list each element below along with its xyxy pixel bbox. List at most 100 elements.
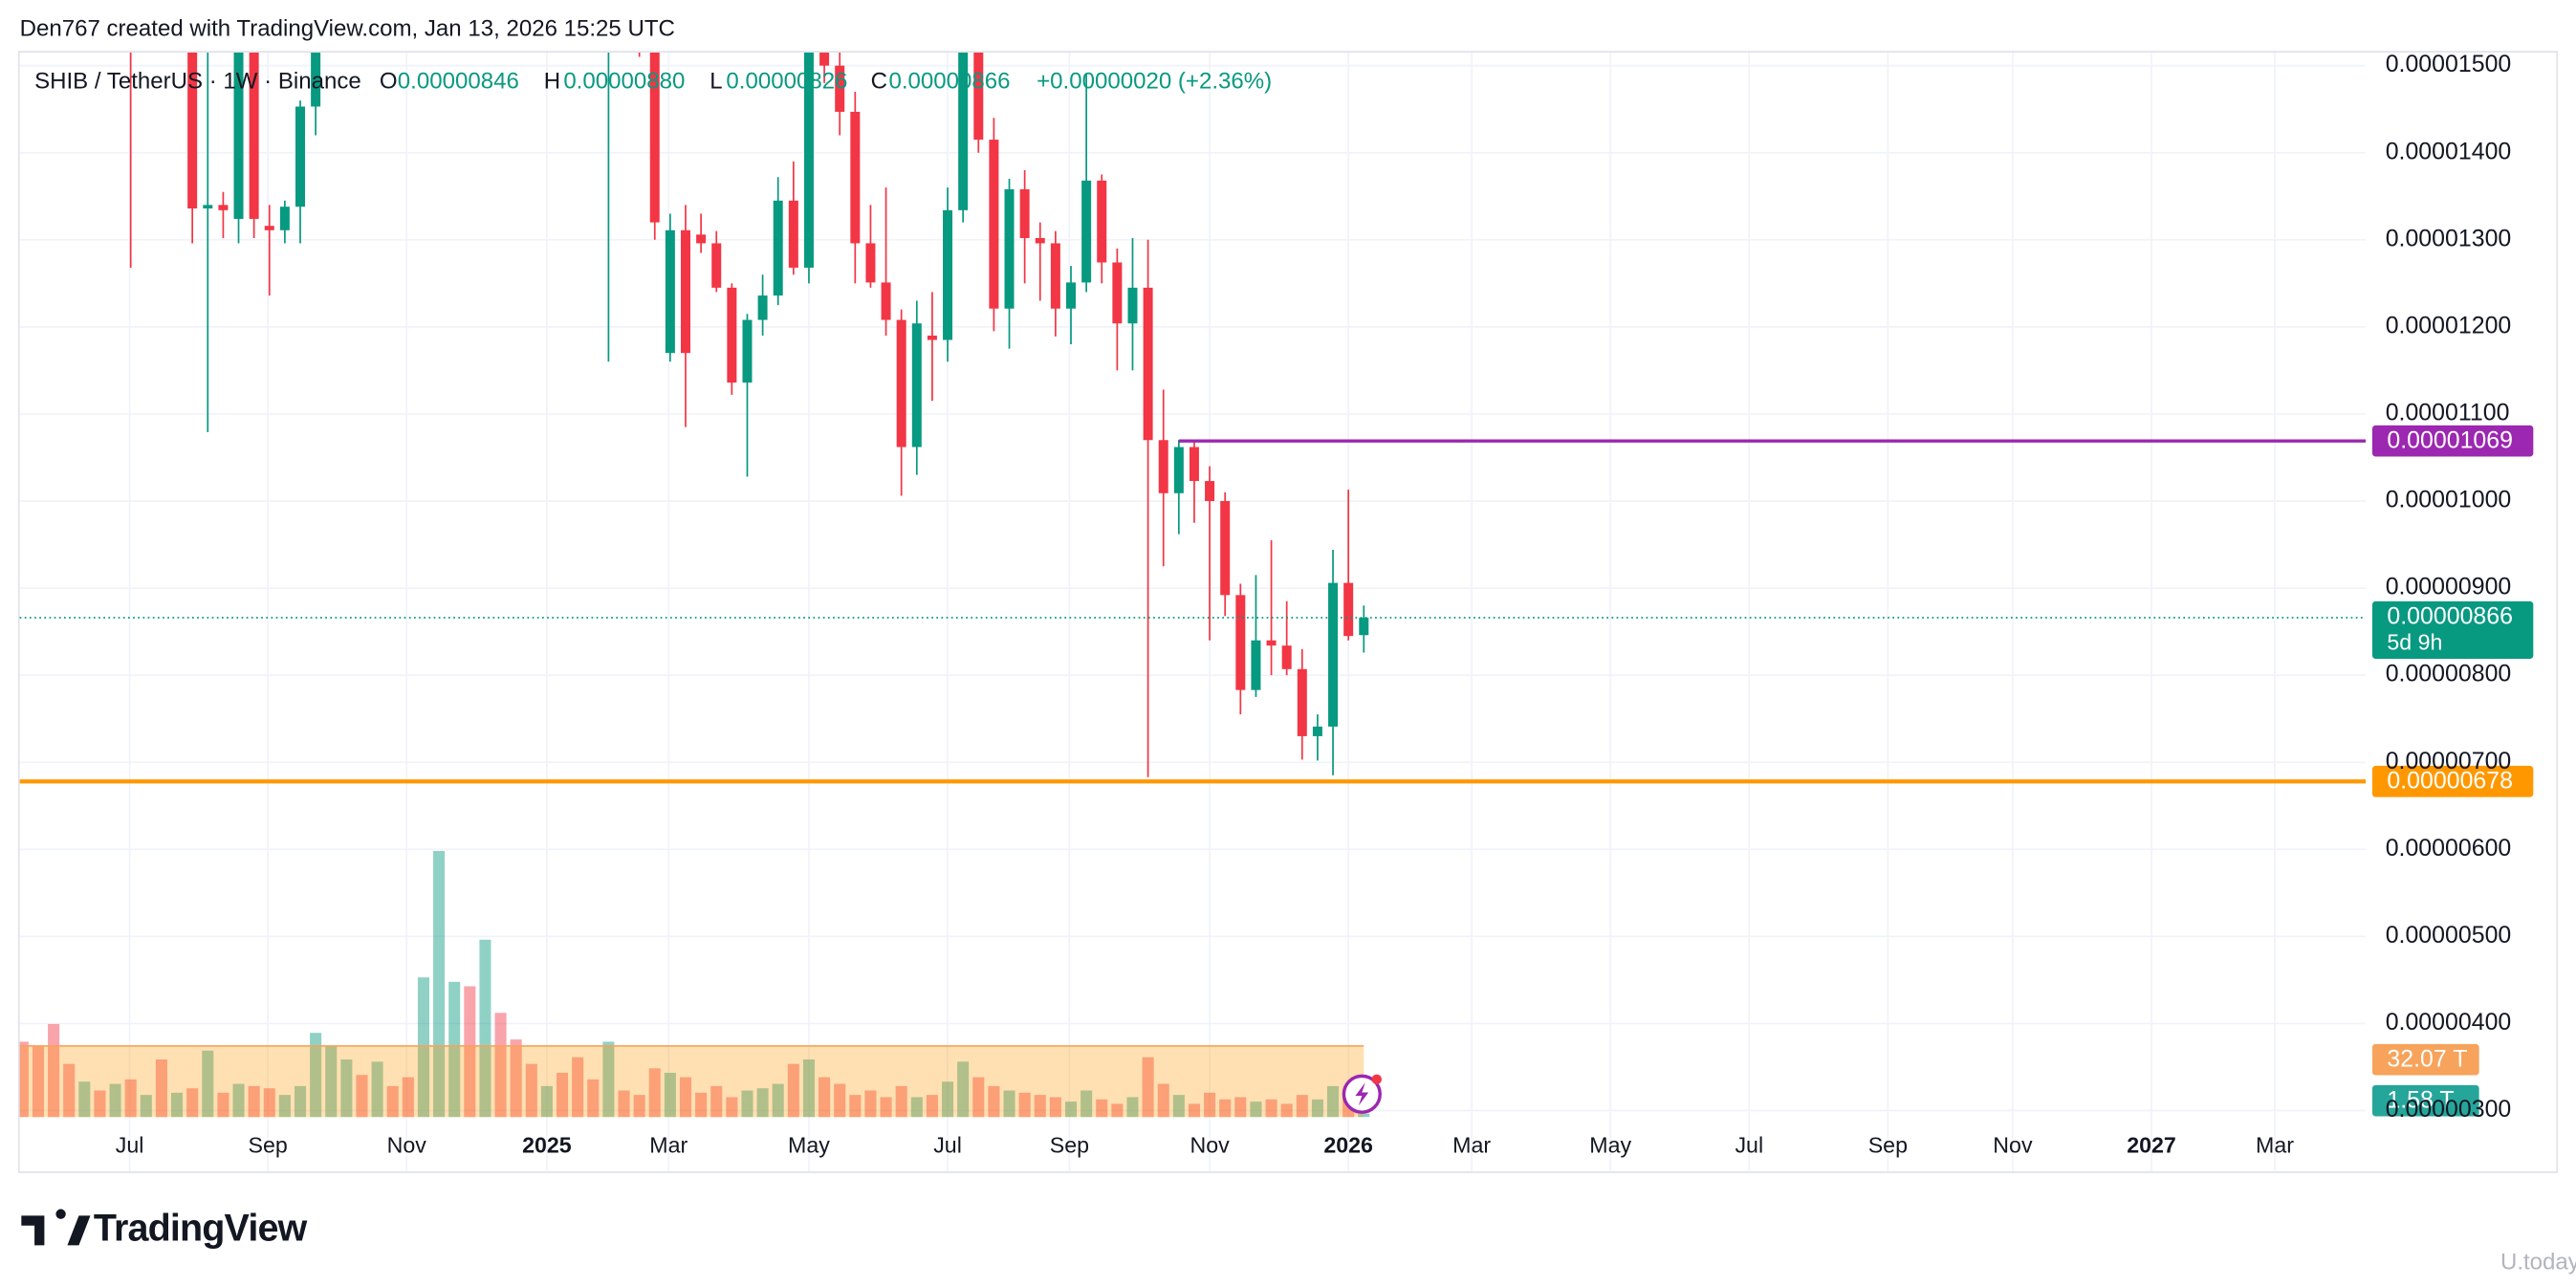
volume-bar (263, 1088, 275, 1118)
volume-bar (1204, 1092, 1216, 1118)
volume-bar (741, 1090, 753, 1118)
price-pane (129, 52, 1369, 777)
volume-bar (557, 1072, 569, 1118)
volume-bar (849, 1095, 862, 1118)
volume-bar (942, 1081, 954, 1118)
volume-bar (186, 1088, 199, 1118)
candle-body (1312, 726, 1322, 736)
price-tag-label: 0.00000866 (2387, 603, 2513, 630)
volume-bar (1358, 1113, 1370, 1118)
legend-key: H (544, 68, 560, 94)
candle-body (1359, 618, 1369, 636)
volume-bar (433, 850, 446, 1118)
volume-bar (1034, 1095, 1046, 1118)
volume-bar (371, 1061, 383, 1118)
price-tag (2371, 600, 2534, 659)
candle-body (1050, 243, 1060, 309)
candle-body (958, 52, 969, 210)
volume-bar (864, 1090, 877, 1118)
price-tag-label: 0.00001069 (2387, 427, 2513, 454)
volume-bar (202, 1050, 214, 1118)
x-tick-label: May (788, 1132, 830, 1157)
alert-icon[interactable] (1342, 1074, 1382, 1114)
volume-bar (1265, 1099, 1277, 1118)
candle-body (696, 234, 707, 244)
legend-value: 0.00000846 (398, 68, 519, 94)
candle-body (865, 243, 876, 283)
volume-bar (1280, 1103, 1293, 1118)
candle-body (989, 140, 999, 309)
y-tick-label: 0.00001200 (2386, 312, 2512, 338)
candle-body (835, 65, 845, 112)
candle-body (187, 52, 198, 209)
volume-bar (1250, 1102, 1262, 1118)
candle-body (1158, 440, 1168, 493)
brand: TradingView (94, 1207, 308, 1249)
volume-bar (710, 1085, 723, 1118)
candle-body (1235, 595, 1246, 690)
price-tag (2371, 765, 2534, 797)
candle-body (757, 295, 768, 320)
chart-frame (17, 51, 2559, 1173)
candle-body (203, 205, 213, 209)
volume-bar (926, 1095, 938, 1118)
candle-body (1266, 640, 1277, 646)
volume-bar (232, 1083, 245, 1118)
volume-bar (602, 1041, 615, 1118)
volume-bar (540, 1085, 553, 1118)
price-tag-label: 0.00000678 (2387, 768, 2513, 795)
candle-body (1127, 287, 1138, 324)
x-tick-label: Jul (116, 1132, 144, 1157)
volume-bar (695, 1092, 708, 1118)
x-tick-label: Nov (1190, 1132, 1230, 1157)
candle-body (249, 52, 259, 219)
volume-bar (910, 1097, 923, 1118)
candle-body (1281, 645, 1292, 669)
volume-bar (78, 1081, 91, 1118)
candle-body (665, 229, 675, 354)
volume-bar (32, 1046, 44, 1118)
volume-bar (155, 1059, 167, 1118)
volume-bar (402, 1077, 414, 1118)
candle-body (803, 52, 814, 268)
x-tick-label: Mar (2256, 1132, 2294, 1157)
x-tick-label: May (1589, 1132, 1631, 1157)
y-tick-label: 0.00000800 (2386, 661, 2512, 687)
symbol: SHIB / TetherUS · 1W · Binance (34, 68, 361, 94)
volume-bar (880, 1097, 892, 1118)
volume-bar (618, 1090, 630, 1118)
alert-bolt (1355, 1082, 1369, 1106)
x-tick-label: Jul (1735, 1132, 1763, 1157)
candle-body (1220, 501, 1231, 596)
volume-bar (63, 1063, 76, 1118)
candle-body (295, 106, 305, 207)
candle-body (1097, 180, 1107, 263)
volume-bar (756, 1088, 769, 1118)
legend-value: 0.00000826 (726, 68, 847, 94)
candle-body (742, 319, 753, 383)
candle-body (943, 209, 953, 340)
legend-key: C (871, 68, 887, 94)
x-tick-label: 2027 (2127, 1132, 2176, 1157)
x-tick-label: Mar (1452, 1132, 1491, 1157)
candle-body (649, 52, 660, 223)
candle-body (727, 287, 737, 383)
y-tick-label: 0.00000500 (2386, 922, 2512, 949)
volume-bar (217, 1092, 229, 1118)
volume-bar (1126, 1097, 1139, 1118)
y-tick-label: 0.00000700 (2386, 748, 2512, 774)
volume-bar (1064, 1102, 1078, 1118)
legend-value: 0.00000880 (563, 68, 685, 94)
x-tick-label: 2025 (522, 1132, 572, 1157)
volume-tag-label: 32.07 T (2387, 1046, 2467, 1073)
candle-body (788, 200, 798, 268)
volume-bar (248, 1085, 260, 1118)
x-tick-label: Mar (649, 1132, 688, 1157)
volume-bar (1188, 1103, 1200, 1118)
candle-body (1112, 262, 1123, 324)
candle-body (1251, 640, 1261, 690)
candle-body (1081, 180, 1092, 283)
volume-bar (834, 1083, 846, 1118)
x-tick-label: Sep (1868, 1132, 1908, 1157)
axes: Jul Sep Nov 2025 Mar May Jul Sep Nov 2026 Mar May Ju… (116, 51, 2512, 1157)
